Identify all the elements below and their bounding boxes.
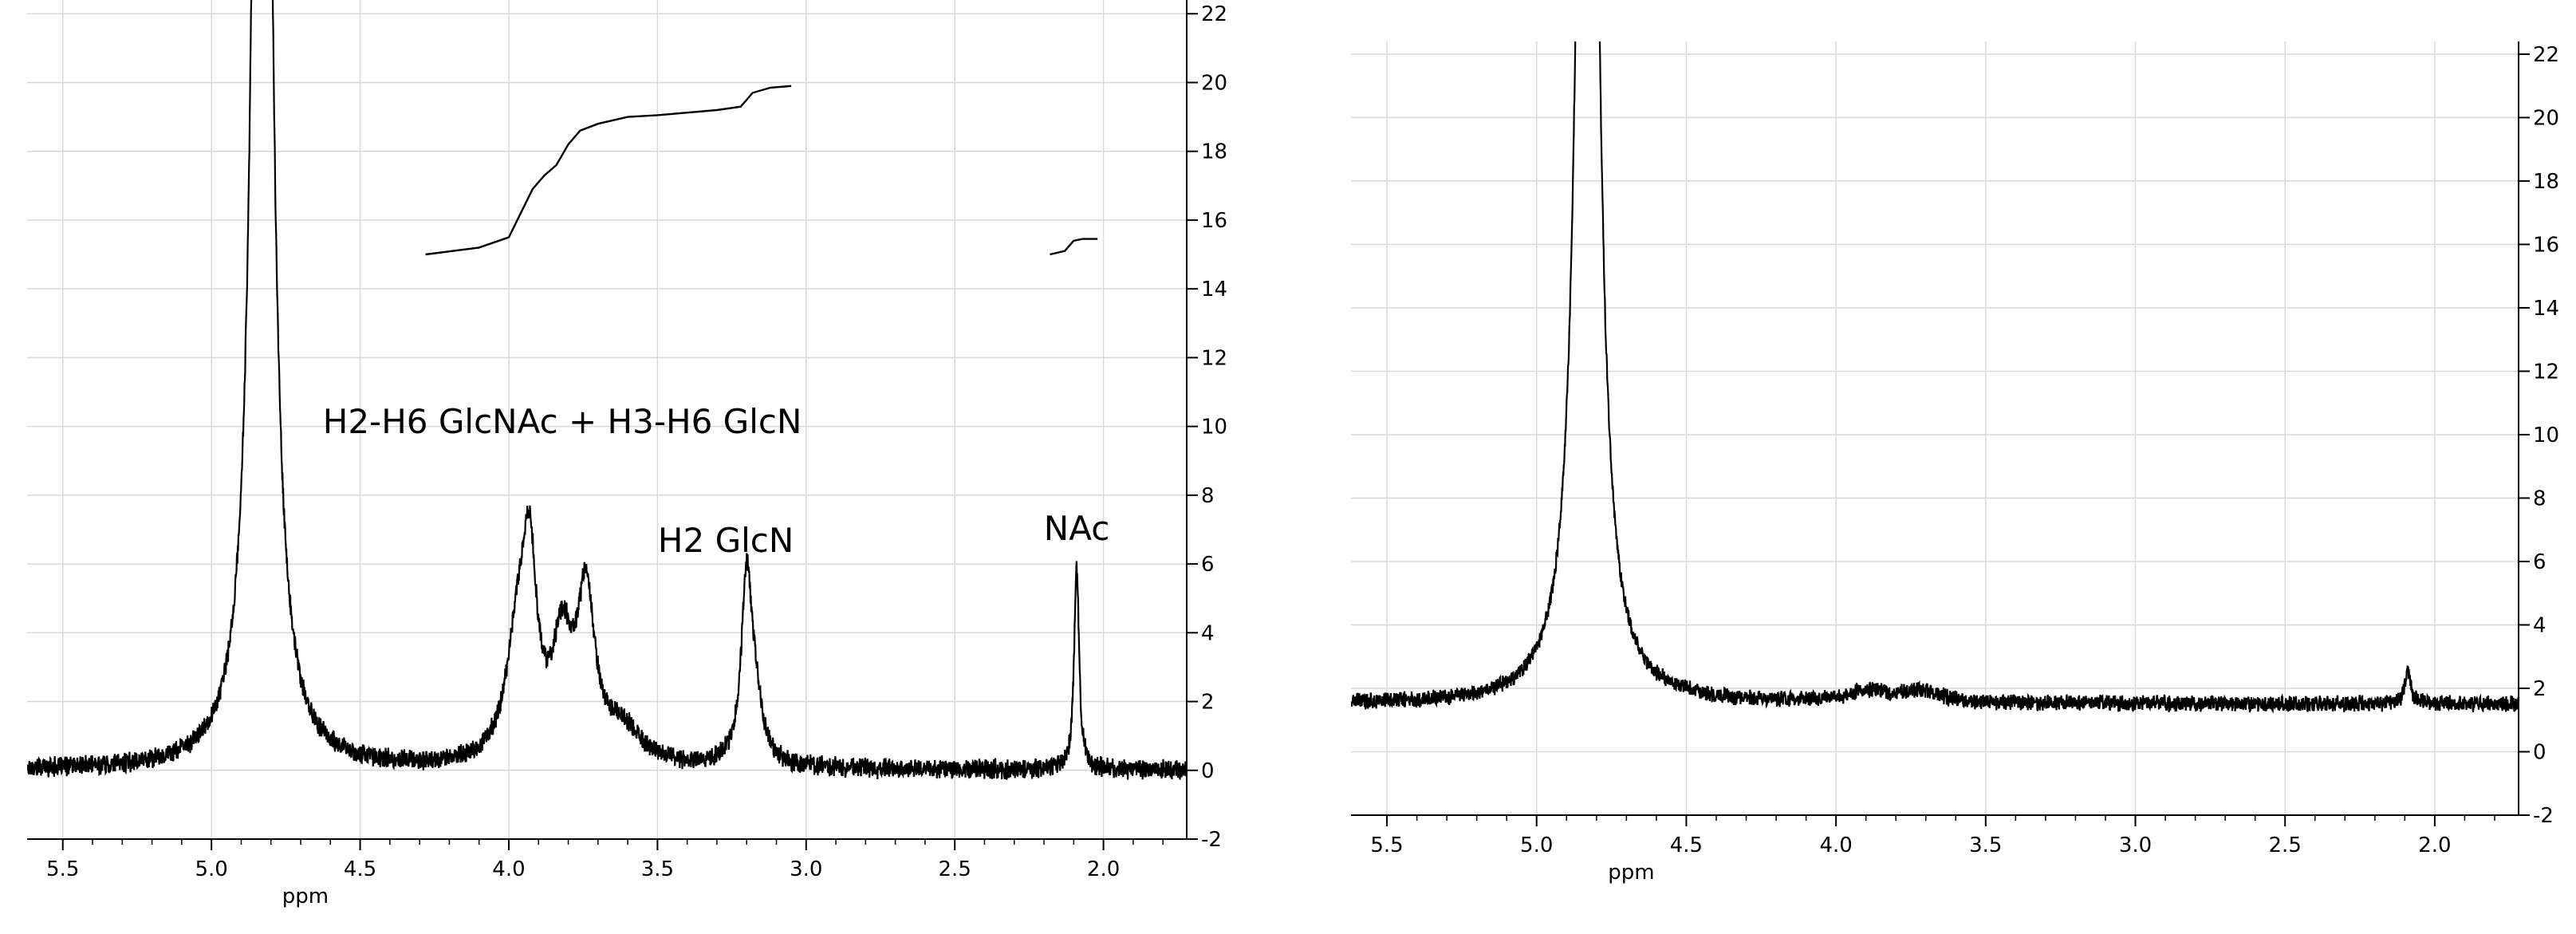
y-tick-label: 18: [2533, 170, 2559, 194]
integral-curve: [425, 85, 792, 256]
x-tick-label: 5.0: [1520, 834, 1553, 857]
y-ticks: -2 0 2 4 6 8 10 12 14 16 18 20 22: [1187, 2, 1227, 852]
peak-annotation: H2-H6 GlcNAc + H3-H6 GlcN: [323, 402, 802, 441]
grid: [27, 0, 1187, 840]
x-ticks: 5.5 5.0 4.5 4.0 3.5 3.0 2.5 2.0: [1370, 815, 2495, 857]
y-tick-label: 4: [2533, 613, 2546, 637]
y-tick-label: 4: [1201, 621, 1215, 645]
x-tick-label: 3.5: [1969, 834, 2002, 857]
y-tick-label: 2: [1201, 691, 1215, 715]
y-tick-label: 20: [1201, 71, 1227, 95]
x-axis-label: ppm: [1608, 861, 1654, 885]
y-tick-label: 6: [1201, 553, 1215, 577]
y-tick-label: 20: [2533, 106, 2559, 130]
x-tick-label: 4.0: [1819, 834, 1852, 857]
x-tick-label: 5.5: [1370, 834, 1403, 857]
spectrum-trace: [27, 0, 1187, 780]
x-tick-label: 2.5: [2269, 834, 2302, 857]
y-tick-label: -2: [2533, 804, 2554, 828]
x-tick-label: 5.0: [195, 857, 227, 881]
y-tick-label: 18: [1201, 140, 1227, 164]
y-tick-label: 0: [2533, 740, 2546, 764]
y-tick-label: 16: [1201, 209, 1227, 233]
y-ticks: -2 0 2 4 6 8 10 12 14 16 18 20 22: [2519, 43, 2559, 828]
y-tick-label: 12: [1201, 346, 1227, 370]
y-tick-label: 6: [2533, 550, 2546, 574]
y-tick-label: 16: [2533, 233, 2559, 257]
y-tick-label: 14: [1201, 278, 1227, 301]
y-tick-label: 14: [2533, 297, 2559, 321]
x-tick-label: 3.5: [641, 857, 674, 881]
y-tick-label: 10: [1201, 416, 1227, 439]
x-tick-label: 3.0: [2119, 834, 2152, 857]
nmr-spectrum-left: 5.5 5.0 4.5 4.0 3.5 3.0 2.5 2.0 ppm -2 0 2 4 6 8 10 12 14…: [27, 0, 1227, 908]
y-tick-label: 22: [1201, 2, 1227, 26]
y-tick-label: 10: [2533, 424, 2559, 447]
y-tick-label: -2: [1201, 828, 1222, 852]
x-tick-label: 3.0: [790, 857, 822, 881]
integral-curve: [1050, 238, 1098, 256]
x-ticks: 5.5 5.0 4.5 4.0 3.5 3.0 2.5 2.0: [46, 839, 1164, 881]
y-tick-label: 8: [1201, 484, 1215, 508]
x-tick-label: 2.0: [1087, 857, 1120, 881]
y-tick-label: 2: [2533, 677, 2546, 701]
x-tick-label: 4.0: [492, 857, 525, 881]
spectrum-trace: [1351, 41, 2519, 714]
x-tick-label: 2.0: [2418, 834, 2451, 857]
y-tick-label: 22: [2533, 43, 2559, 67]
y-tick-label: 12: [2533, 360, 2559, 384]
peak-annotation: NAc: [1044, 509, 1110, 548]
nmr-spectrum-right: 5.5 5.0 4.5 4.0 3.5 3.0 2.5 2.0 ppm -2 0 2 4 6 8 10 12 14…: [1351, 41, 2559, 885]
x-tick-label: 5.5: [46, 857, 79, 881]
x-axis-label: ppm: [282, 885, 329, 908]
x-tick-label: 2.5: [939, 857, 971, 881]
x-tick-label: 4.5: [344, 857, 376, 881]
y-tick-label: 8: [2533, 487, 2546, 510]
x-tick-label: 4.5: [1670, 834, 1703, 857]
peak-annotation: H2 GlcN: [658, 521, 794, 560]
y-tick-label: 0: [1201, 759, 1215, 783]
